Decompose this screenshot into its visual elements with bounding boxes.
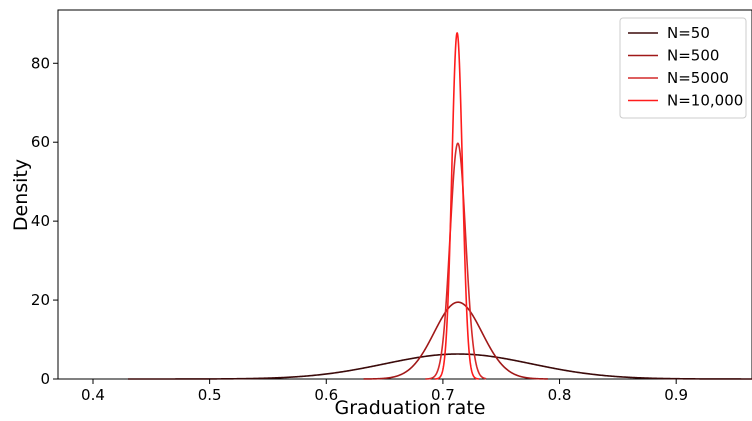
y-tick-label: 40 (31, 212, 50, 230)
axes: 0.4 0.5 0.6 0.7 0.8 0.9 0 20 40 60 80 (31, 54, 688, 404)
y-tick-label: 0 (40, 370, 50, 388)
series-lines (127, 32, 752, 380)
x-tick-label: 0.8 (548, 386, 572, 404)
x-tick-label: 0.7 (431, 386, 455, 404)
series-line-2 (363, 301, 548, 380)
x-tick-label: 0.5 (198, 386, 222, 404)
legend-label-3: N=5000 (667, 69, 729, 87)
y-tick-label: 20 (31, 291, 50, 309)
x-axis-title: Graduation rate (335, 397, 486, 419)
y-tick-label: 80 (31, 54, 50, 72)
x-tick-label: 0.6 (314, 386, 338, 404)
legend-label-2: N=500 (667, 47, 719, 65)
legend-label-4: N=10,000 (667, 92, 743, 110)
y-axis-title: Density (10, 159, 32, 231)
series-line-3 (425, 142, 487, 380)
legend-box (619, 17, 747, 119)
series-line-1 (127, 353, 752, 380)
x-tick-label: 0.4 (81, 386, 105, 404)
legend-label-1: N=50 (667, 24, 710, 42)
series-line-4 (434, 32, 480, 380)
x-tick-label: 0.9 (664, 386, 688, 404)
legend: N=50 N=500 N=5000 N=10,000 (619, 17, 747, 119)
y-tick-label: 60 (31, 133, 50, 151)
